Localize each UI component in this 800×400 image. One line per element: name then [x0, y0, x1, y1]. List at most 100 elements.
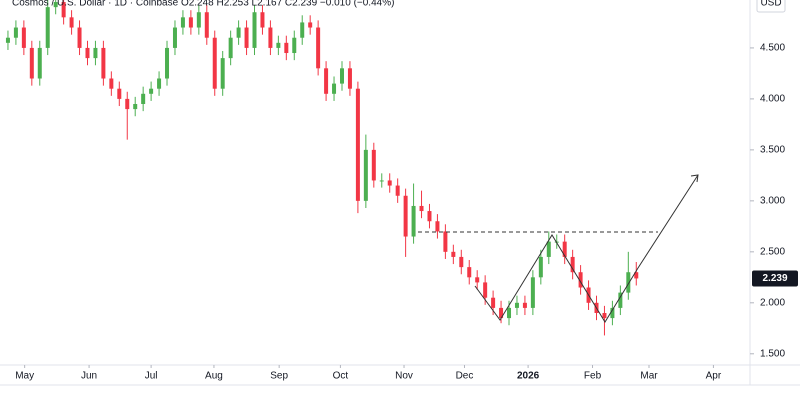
candle-body: [172, 27, 177, 48]
candle-body: [276, 42, 281, 48]
candle-body: [546, 241, 551, 257]
candle-body: [61, 2, 66, 18]
y-tick-label: 4.000: [760, 94, 785, 105]
candle-body: [324, 68, 329, 94]
candle-body: [125, 98, 130, 110]
candle-body: [13, 27, 18, 38]
candle-body: [475, 277, 480, 283]
candle-body: [165, 47, 170, 79]
x-tick-label: Sep: [270, 371, 288, 382]
candle-body: [21, 27, 26, 48]
candle-body: [610, 307, 615, 319]
candle-body: [45, 7, 50, 48]
x-tick-label: Mar: [640, 371, 658, 382]
candle-body: [268, 27, 273, 48]
x-tick-label: 2026: [517, 371, 540, 382]
candle-body: [451, 251, 456, 257]
x-tick-label: Aug: [205, 371, 223, 382]
symbol-header: Cosmos / U.S. Dollar · 1D · Coinbase O2.…: [12, 0, 394, 9]
candle-body: [196, 12, 201, 28]
candle-body: [308, 22, 313, 28]
candle-body: [236, 27, 241, 38]
arrow-head: [690, 174, 699, 183]
candle-body: [514, 302, 519, 308]
candle-body: [522, 302, 527, 308]
plot-area: [5, 0, 639, 336]
candle-body: [109, 78, 114, 89]
candle-body: [260, 12, 265, 28]
candle-body: [403, 195, 408, 237]
candle-body: [530, 277, 535, 308]
candle-body: [37, 47, 42, 79]
candle-body: [220, 58, 225, 89]
y-tick-label: 3.000: [760, 195, 785, 206]
candle-body: [157, 78, 162, 89]
candle-body: [538, 256, 543, 278]
y-tick-label: 3.500: [760, 145, 785, 156]
candle-body: [332, 83, 337, 94]
candle-body: [355, 88, 360, 201]
candle-body: [459, 256, 464, 268]
candle-body: [387, 180, 392, 186]
candle-body: [53, 2, 58, 8]
candle-body: [379, 180, 384, 182]
candle-body: [300, 22, 305, 38]
candle-body: [117, 88, 122, 99]
candle-body: [491, 297, 496, 308]
last-price-label: 2.239: [762, 273, 787, 284]
candle-body: [395, 185, 400, 196]
candle-body: [5, 37, 10, 43]
currency-label: USD: [760, 0, 781, 9]
candle-body: [467, 267, 472, 278]
candle-body: [133, 103, 138, 110]
candle-body: [435, 221, 440, 232]
candle-body: [483, 282, 488, 298]
candle-body: [316, 27, 321, 69]
x-tick-label: Nov: [395, 371, 413, 382]
candle-body: [93, 47, 98, 59]
candle-body: [252, 12, 257, 48]
y-tick-label: 2.000: [760, 297, 785, 308]
candle-body: [85, 47, 90, 59]
candle-body: [292, 37, 297, 54]
last-price-box: [752, 270, 798, 287]
candle-body: [101, 47, 106, 79]
candle-body: [339, 68, 344, 84]
candle-body: [284, 42, 289, 54]
candle-body: [363, 149, 368, 201]
x-tick-label: Apr: [706, 371, 722, 382]
candle-body: [141, 93, 146, 104]
candle-body: [149, 88, 154, 94]
candle-body: [443, 231, 448, 252]
candle-body: [180, 17, 185, 28]
x-tick-label: Jul: [145, 371, 158, 382]
candle-body: [427, 211, 432, 222]
x-tick-label: Feb: [584, 371, 602, 382]
candle-body: [602, 313, 607, 319]
candle-body: [618, 292, 623, 308]
x-tick-label: Dec: [456, 371, 474, 382]
y-tick-label: 4.500: [760, 43, 785, 54]
candle-body: [371, 149, 376, 181]
candle-body: [507, 307, 512, 319]
y-tick-label: 1.500: [760, 348, 785, 359]
candle-body: [570, 256, 575, 273]
candle-body: [562, 241, 567, 257]
candle-body: [212, 37, 217, 89]
candle-body: [188, 17, 193, 28]
pattern-line: [474, 174, 699, 323]
candle-body: [499, 307, 504, 319]
candle-body: [77, 27, 82, 48]
candle-body: [204, 12, 209, 38]
candle-body: [29, 47, 34, 79]
candle-body: [626, 272, 631, 293]
y-tick-label: 2.500: [760, 246, 785, 257]
x-tick-label: Oct: [333, 371, 349, 382]
candle-body: [634, 272, 639, 279]
x-tick-label: Jun: [81, 371, 97, 382]
candle-body: [244, 27, 249, 48]
candle-body: [347, 68, 352, 89]
candle-body: [411, 205, 416, 237]
